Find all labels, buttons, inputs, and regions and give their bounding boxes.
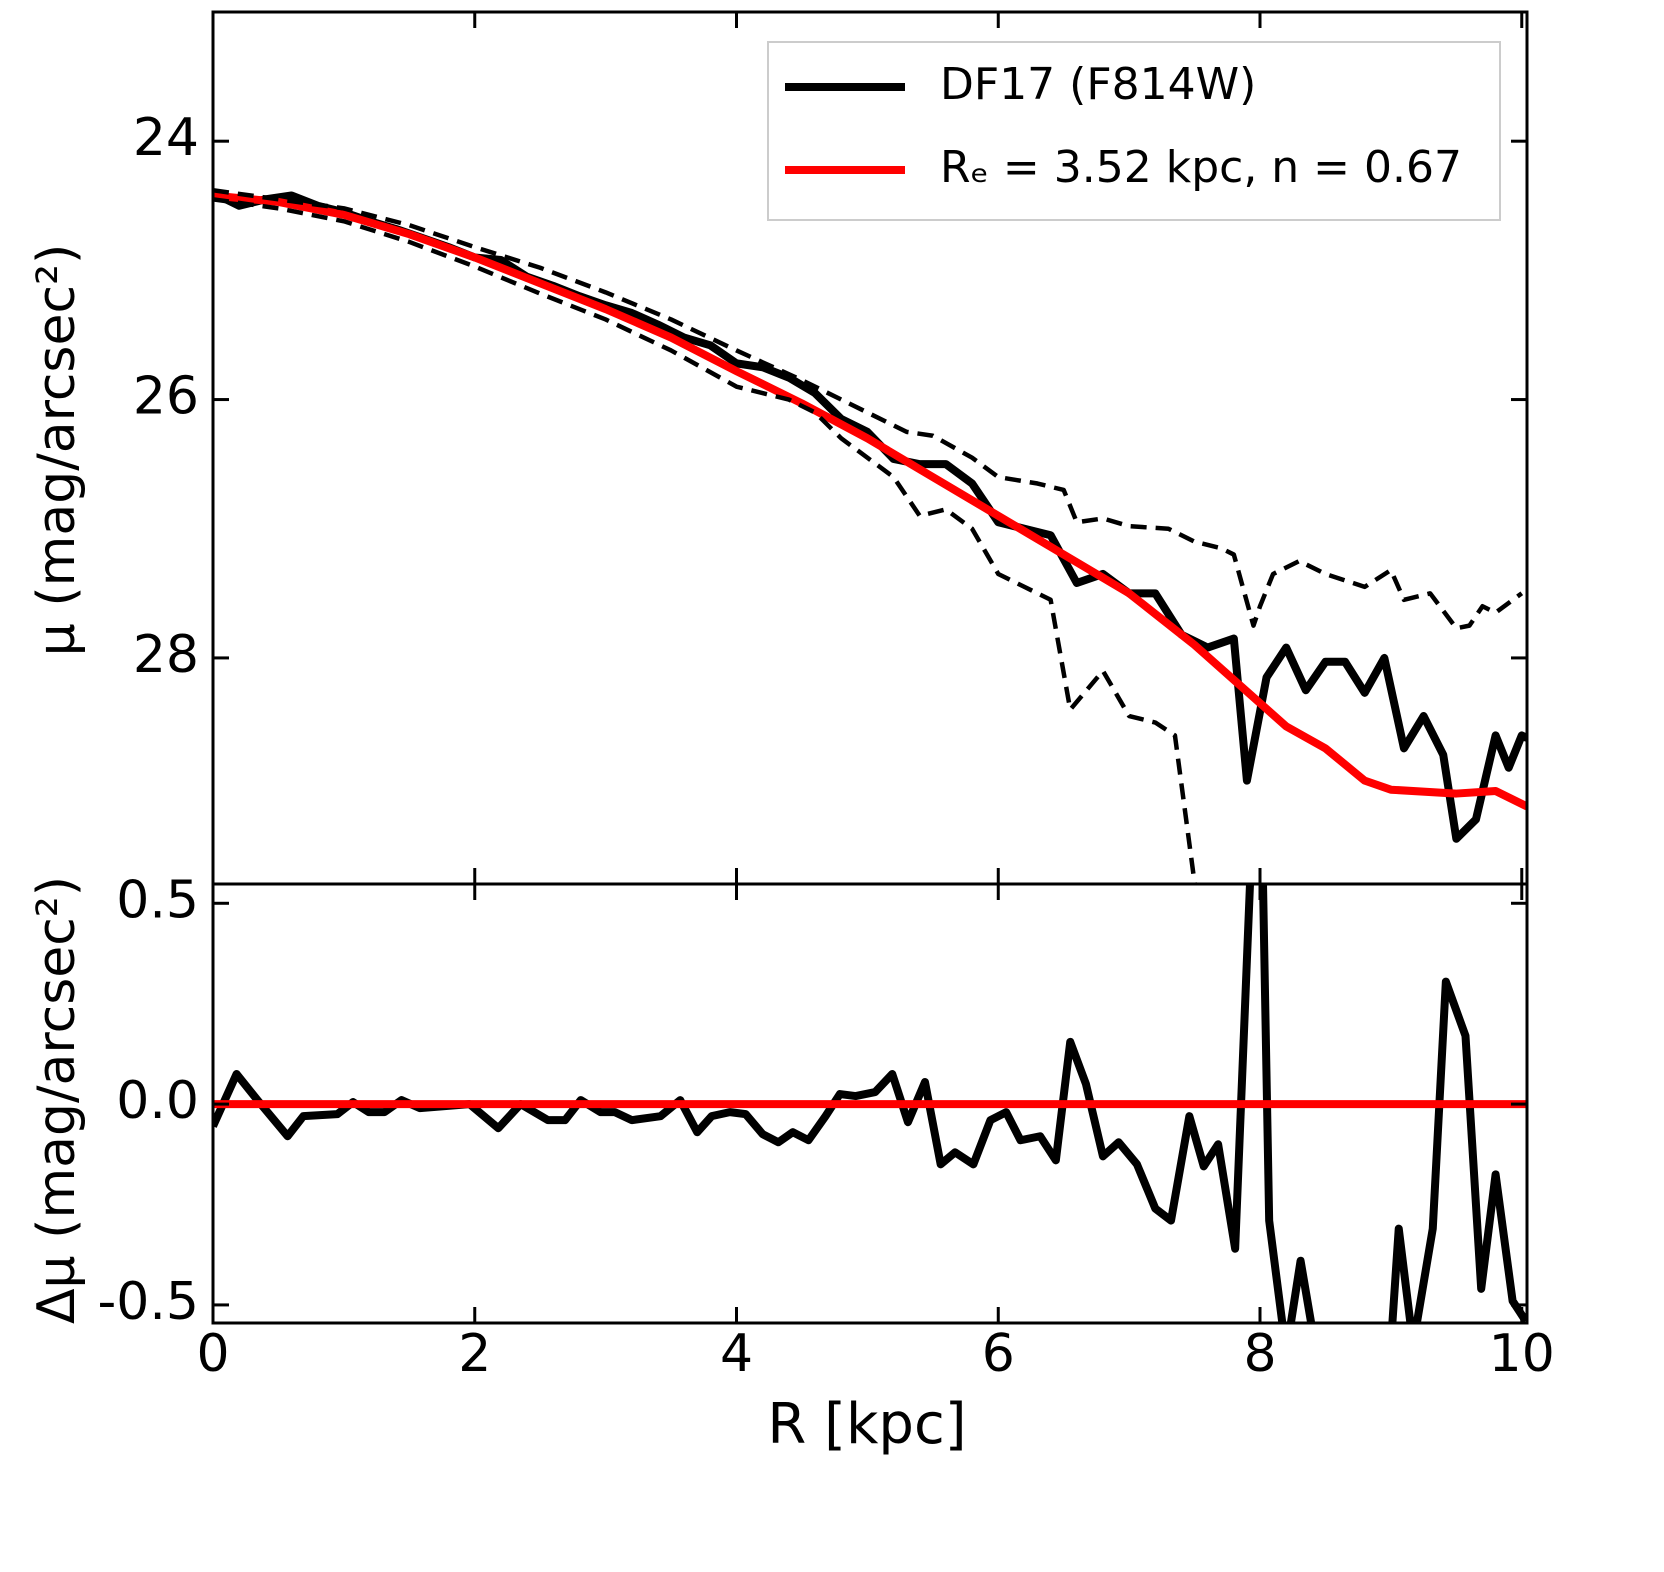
line <box>213 191 1527 811</box>
y-axis-label: μ (mag/arcsec²) <box>27 244 87 656</box>
y-axis-label: Δμ (mag/arcsec²) <box>27 876 87 1324</box>
x-tick-label: 10 <box>1489 1324 1555 1384</box>
axes-frame <box>211 882 1529 1325</box>
x-tick-label: 4 <box>720 1324 753 1384</box>
y-tick-label: -0.5 <box>98 1272 199 1332</box>
line <box>213 884 1527 1323</box>
x-tick-label: 2 <box>458 1324 491 1384</box>
dashed-line <box>213 197 1198 884</box>
line <box>213 189 1527 843</box>
plot-area <box>213 188 1527 884</box>
plot-area <box>213 884 1527 1323</box>
x-tick-label: 0 <box>196 1324 229 1384</box>
legend-label: Rₑ = 3.52 kpc, n = 0.67 <box>940 142 1462 193</box>
legend-label: DF17 (F814W) <box>940 59 1256 110</box>
y-tick-label: 24 <box>133 108 199 168</box>
y-tick-label: 0.0 <box>116 1071 199 1131</box>
x-axis-label: R [kpc] <box>767 1392 966 1457</box>
y-tick-label: 26 <box>133 367 199 427</box>
legend-box <box>767 41 1501 221</box>
y-tick-label: 28 <box>133 625 199 685</box>
x-tick-label: 8 <box>1243 1324 1276 1384</box>
x-tick-label: 6 <box>982 1324 1015 1384</box>
y-tick-label: 0.5 <box>116 870 199 930</box>
dashed-line <box>213 188 1524 631</box>
